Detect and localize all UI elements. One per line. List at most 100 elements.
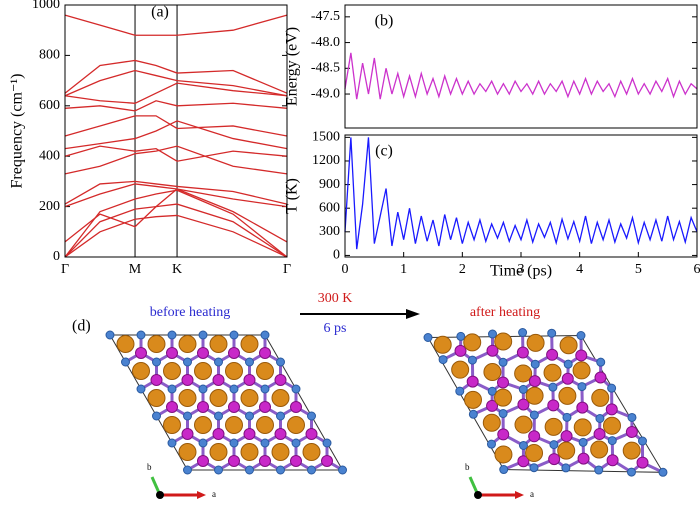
- atom-small: [167, 330, 177, 340]
- atom-small: [260, 330, 270, 340]
- atom-medium: [516, 346, 529, 359]
- atom-large: [514, 415, 533, 434]
- atom-medium: [636, 456, 649, 469]
- arrow-head: [406, 309, 420, 319]
- plot-frame: [344, 4, 698, 129]
- y-tick-label: -48.5: [311, 61, 340, 76]
- atom-small: [229, 330, 239, 340]
- atom-large: [494, 332, 513, 351]
- atom-small: [167, 384, 177, 394]
- atom-medium: [197, 455, 209, 467]
- panel-label: (d): [72, 318, 91, 335]
- atom-large: [256, 416, 274, 434]
- series-line: [344, 137, 698, 250]
- atom-small: [518, 328, 528, 338]
- atom-small: [291, 384, 301, 394]
- atom-large: [463, 333, 482, 352]
- axis-a-head: [197, 491, 206, 499]
- series-line: [64, 69, 288, 97]
- x-tick-label: 4: [576, 262, 583, 277]
- atom-small: [455, 386, 465, 396]
- atom-small: [307, 465, 316, 475]
- atom-small: [626, 467, 636, 477]
- atom-large: [494, 445, 513, 464]
- atom-large: [525, 386, 544, 405]
- y-axis-label: Frequency (cm⁻¹): [9, 74, 26, 189]
- atom-small: [152, 411, 161, 421]
- axis-origin: [156, 491, 164, 499]
- y-tick-label: -47.5: [311, 9, 340, 24]
- y-tick-label: 800: [39, 48, 60, 63]
- series-line: [64, 189, 288, 258]
- atom-medium: [228, 455, 240, 467]
- atom-small: [627, 412, 637, 422]
- y-tick-label: 0: [53, 249, 60, 264]
- atom-large: [464, 390, 483, 409]
- atom-medium: [454, 344, 467, 357]
- atom-large: [271, 389, 290, 407]
- x-tick-label: K: [172, 262, 182, 277]
- atom-small: [245, 357, 254, 367]
- atom-small: [547, 328, 557, 338]
- atom-medium: [259, 347, 271, 359]
- atom-large: [116, 335, 135, 353]
- atom-large: [526, 333, 545, 352]
- axis-b-label: b: [147, 462, 152, 472]
- atom-small: [214, 465, 223, 475]
- atom-large: [572, 361, 591, 380]
- atom-large: [558, 386, 577, 405]
- axis-a-label: a: [530, 489, 534, 499]
- atom-large: [178, 443, 197, 461]
- axis-a-label: a: [212, 489, 216, 499]
- series-line: [64, 214, 288, 258]
- atom-medium: [517, 455, 530, 468]
- atom-small: [423, 333, 433, 342]
- atom-large: [483, 363, 502, 382]
- atom-small: [529, 463, 539, 473]
- atom-medium: [305, 428, 318, 440]
- atom-small: [183, 357, 192, 367]
- atom-medium: [497, 428, 510, 441]
- atom-medium: [181, 428, 194, 440]
- atom-small: [198, 438, 208, 448]
- atom-small: [578, 437, 588, 447]
- atom-small: [548, 382, 558, 392]
- atom-small: [576, 331, 586, 341]
- series-line: [64, 115, 288, 137]
- arrow-bottom-label: 6 ps: [324, 321, 347, 336]
- after-label: after heating: [470, 305, 540, 320]
- y-tick-label: 1200: [312, 153, 340, 168]
- x-tick-label: 1: [400, 262, 407, 277]
- atom-small: [307, 411, 316, 421]
- y-tick-label: -48.0: [311, 35, 340, 50]
- atom-small: [438, 355, 448, 365]
- atom-medium: [466, 375, 479, 388]
- structure: [105, 330, 347, 475]
- atom-medium: [197, 401, 209, 413]
- plot-frame: [344, 134, 698, 258]
- atom-large: [194, 362, 212, 380]
- y-tick-label: 300: [319, 224, 340, 239]
- atom-small: [214, 357, 223, 367]
- y-tick-label: 400: [39, 148, 60, 163]
- atom-large: [433, 335, 452, 354]
- atom-medium: [150, 374, 163, 386]
- y-tick-label: 1000: [32, 0, 60, 12]
- atom-large: [591, 388, 610, 407]
- x-tick-label: Γ: [61, 262, 69, 277]
- y-tick-label: -49.0: [311, 86, 340, 101]
- atom-medium: [547, 399, 560, 412]
- atom-medium: [228, 347, 240, 359]
- x-tick-label: 6: [694, 262, 700, 277]
- atom-small: [260, 438, 270, 448]
- atom-small: [529, 410, 539, 420]
- atom-large: [603, 416, 622, 435]
- y-axis-label: T (K): [284, 178, 301, 214]
- atom-large: [494, 388, 513, 407]
- atom-medium: [321, 455, 333, 467]
- atom-medium: [517, 398, 530, 411]
- atom-small: [518, 440, 528, 450]
- atom-large: [163, 362, 181, 380]
- atom-medium: [594, 371, 607, 384]
